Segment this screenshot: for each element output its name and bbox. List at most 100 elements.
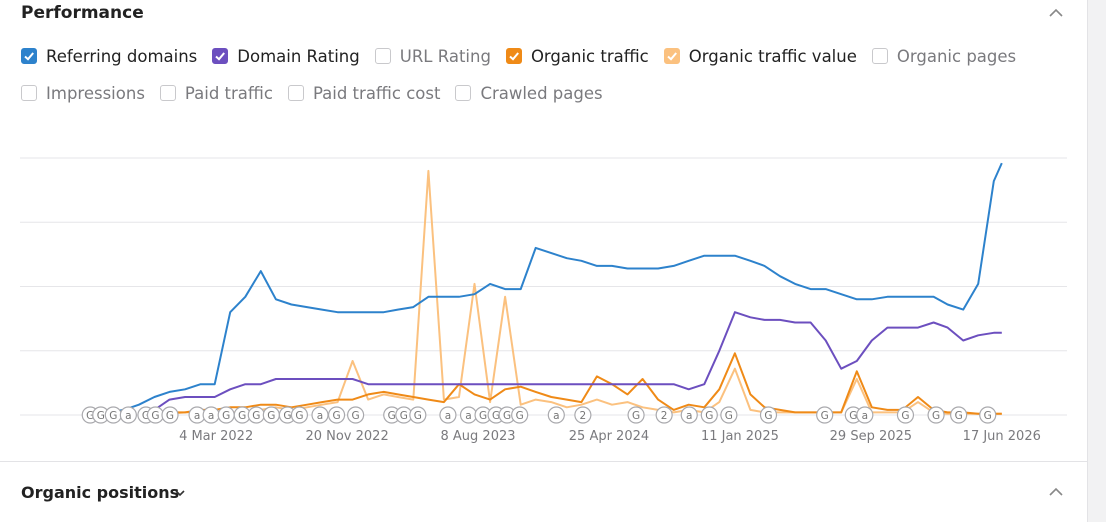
metric-label: Paid traffic <box>184 83 273 103</box>
metric-label: Crawled pages <box>480 83 603 103</box>
annotation-marker <box>327 406 346 424</box>
x-tick-label: 4 Mar 2022 <box>179 429 253 444</box>
checkbox[interactable] <box>505 48 522 64</box>
annotation-label: G <box>352 410 360 422</box>
checkbox[interactable] <box>212 48 229 64</box>
annotation-marker <box>161 406 179 424</box>
annotation-label: a <box>317 410 323 422</box>
annotation-label: G <box>142 410 150 422</box>
annotation-label: G <box>764 410 772 422</box>
checkbox[interactable] <box>21 85 37 101</box>
annotation-label: a <box>208 410 214 422</box>
metric-option[interactable]: Paid traffic cost <box>287 81 441 105</box>
metric-option[interactable]: Domain Rating <box>212 44 360 68</box>
panel-title: Performance <box>21 3 144 23</box>
annotation-marker <box>627 406 645 424</box>
annotation-label: G <box>849 410 857 422</box>
annotation-marker <box>409 406 427 424</box>
x-tick-label: 29 Sep 2025 <box>830 429 912 444</box>
metric-label: Referring domains <box>46 46 198 66</box>
annotation-label: a <box>194 410 200 422</box>
annotation-label: G <box>955 410 963 422</box>
check-icon <box>215 52 226 61</box>
annotation-label: G <box>238 410 246 422</box>
annotation-label: G <box>295 410 303 422</box>
annotation-marker <box>511 406 529 424</box>
annotation-marker <box>979 406 997 424</box>
series-line <box>108 162 1003 414</box>
collapse-icon[interactable] <box>1048 485 1064 499</box>
annotation-marker <box>439 406 457 424</box>
metric-option[interactable]: Organic traffic <box>505 44 649 68</box>
annotation-label: G <box>901 410 909 422</box>
annotation-label: G <box>984 410 992 422</box>
check-icon <box>667 52 677 61</box>
annotation-label: G <box>492 410 500 422</box>
x-tick-label: 8 Aug 2023 <box>441 429 516 444</box>
metric-option[interactable]: Organic traffic value <box>663 44 857 68</box>
checkbox[interactable] <box>455 85 472 101</box>
annotation-marker <box>119 406 137 424</box>
collapse-icon[interactable] <box>1048 6 1064 20</box>
annotation-label: G <box>414 410 422 422</box>
annotation-marker <box>950 406 968 424</box>
metric-option[interactable]: Crawled pages <box>455 81 603 105</box>
annotation-marker <box>574 406 592 424</box>
checkbox[interactable] <box>374 48 391 64</box>
annotation-label: G <box>388 410 396 422</box>
annotation-marker <box>347 406 365 424</box>
annotation-marker <box>720 406 738 424</box>
series-line <box>138 352 1002 415</box>
annotation-label: G <box>97 410 105 422</box>
expand-icon[interactable] <box>174 487 186 499</box>
annotation-label: a <box>686 410 692 422</box>
metric-label: Impressions <box>46 83 145 103</box>
checkbox[interactable] <box>287 85 304 101</box>
annotation-label: G <box>151 410 159 422</box>
annotation-label: G <box>821 410 829 422</box>
annotation-marker <box>927 406 945 424</box>
scrollbar[interactable] <box>1088 0 1106 522</box>
section-title[interactable]: Organic positions <box>21 483 180 502</box>
annotation-label: G <box>479 410 487 422</box>
metric-label: Organic traffic <box>530 46 649 66</box>
divider <box>0 461 1087 462</box>
x-tick-label: 17 Jun 2026 <box>963 429 1041 444</box>
annotation-marker <box>547 406 565 424</box>
series-line <box>138 311 1002 414</box>
x-tick-label: 25 Apr 2024 <box>569 429 649 444</box>
annotation-label: G <box>109 410 117 422</box>
checkbox[interactable] <box>871 48 888 64</box>
annotation-label: G <box>632 410 640 422</box>
metric-label: Domain Rating <box>237 46 360 66</box>
annotation-marker <box>680 406 698 424</box>
annotation-label: a <box>862 410 868 422</box>
annotation-label: G <box>503 410 511 422</box>
annotation-label: a <box>125 410 131 422</box>
checkbox[interactable] <box>21 48 37 64</box>
metric-option[interactable]: Referring domains <box>21 44 197 68</box>
metric-label: Paid traffic cost <box>312 83 441 103</box>
annotation-marker <box>816 406 834 424</box>
metric-option[interactable]: Organic pages <box>871 44 1016 68</box>
annotation-label: G <box>222 410 230 422</box>
metric-options: Referring domains Domain Rating URL Rating… <box>21 44 1051 105</box>
annotation-label: G <box>252 410 260 422</box>
annotation-label: G <box>725 410 733 422</box>
annotation-label: G <box>516 410 524 422</box>
annotation-label: a <box>445 410 451 422</box>
checkbox[interactable] <box>663 48 680 64</box>
annotation-label: G <box>400 410 408 422</box>
metric-option[interactable]: URL Rating <box>374 44 491 68</box>
metric-option[interactable]: Paid traffic <box>159 81 273 105</box>
checkbox[interactable] <box>159 85 176 101</box>
annotation-marker <box>759 406 778 424</box>
annotation-label: 2 <box>661 410 668 422</box>
x-tick-label: 20 Nov 2022 <box>305 429 388 444</box>
annotation-label: 2 <box>580 410 587 422</box>
metric-option[interactable]: Impressions <box>21 81 145 105</box>
annotation-label: G <box>267 410 275 422</box>
annotation-marker <box>290 406 309 424</box>
annotation-label: G <box>166 410 174 422</box>
